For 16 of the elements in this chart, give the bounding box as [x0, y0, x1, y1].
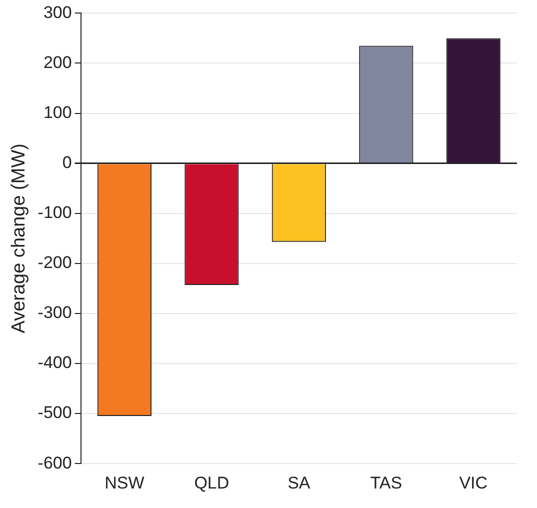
y-tick-label: -600 [38, 453, 72, 472]
y-tick-label: 200 [43, 52, 72, 72]
x-tick-label: NSW [104, 473, 144, 492]
x-tick-label: QLD [194, 473, 230, 492]
y-tick-label: -200 [38, 253, 72, 272]
y-tick-label: -100 [38, 203, 72, 222]
y-tick-label: 300 [43, 2, 72, 22]
y-axis-title: Average change (MW) [8, 144, 30, 334]
y-tick-label: -400 [38, 353, 72, 372]
x-tick-label: TAS [370, 473, 402, 492]
y-tick-label: 0 [62, 153, 72, 172]
x-tick-label: SA [288, 473, 311, 492]
x-tick-label: VIC [459, 473, 488, 492]
y-tick-label: -500 [38, 403, 72, 422]
y-tick-label: -300 [38, 303, 72, 322]
y-tick-label: 100 [43, 102, 72, 122]
